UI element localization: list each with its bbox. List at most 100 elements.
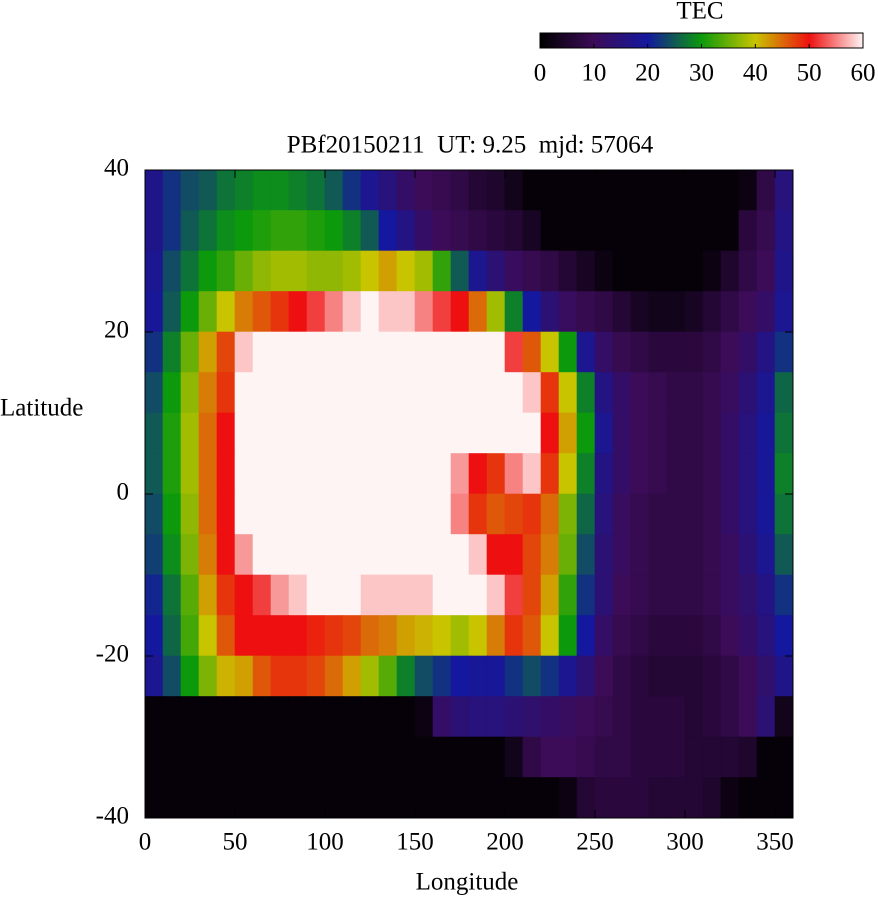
heatmap-cell (540, 291, 560, 333)
heatmap-cell (414, 615, 434, 657)
heatmap-cell (684, 412, 704, 454)
heatmap-cell (648, 493, 668, 535)
heatmap-cell (450, 250, 470, 292)
heatmap-cell (396, 210, 416, 252)
heatmap-cell (648, 615, 668, 657)
heatmap-cell (648, 777, 668, 819)
heatmap-cell (630, 736, 650, 778)
heatmap-cell (594, 250, 614, 292)
heatmap-cell (648, 574, 668, 616)
heatmap-cell (558, 534, 578, 576)
heatmap-cell (540, 412, 560, 454)
heatmap-cell (342, 250, 362, 292)
heatmap-cell (630, 777, 650, 819)
heatmap-cell (180, 412, 200, 454)
heatmap-cell (378, 615, 398, 657)
heatmap-cell (342, 331, 362, 373)
heatmap-cell (234, 331, 254, 373)
heatmap-cell (504, 534, 524, 576)
heatmap-cell (180, 372, 200, 414)
heatmap-cell (432, 615, 452, 657)
heatmap-cell (396, 493, 416, 535)
heatmap-cell (162, 372, 182, 414)
heatmap-cell (468, 453, 488, 495)
heatmap-cell (540, 210, 560, 252)
heatmap-cell (378, 169, 398, 211)
heatmap-cell (450, 331, 470, 373)
heatmap-cell (270, 777, 290, 819)
heatmap-cell (702, 493, 722, 535)
heatmap-cell (324, 574, 344, 616)
heatmap-cell (738, 453, 758, 495)
heatmap-cell (180, 291, 200, 333)
heatmap-cell (504, 210, 524, 252)
heatmap-cell (558, 412, 578, 454)
heatmap-cell (360, 412, 380, 454)
heatmap-cell (234, 250, 254, 292)
heatmap-cell (270, 412, 290, 454)
heatmap-cell (612, 534, 632, 576)
heatmap-cell (702, 696, 722, 738)
heatmap-cell (468, 493, 488, 535)
heatmap-cell (540, 331, 560, 373)
heatmap-cell (180, 493, 200, 535)
heatmap-cell (450, 655, 470, 697)
heatmap-cell (648, 696, 668, 738)
heatmap-cell (612, 169, 632, 211)
heatmap-cell (360, 250, 380, 292)
heatmap-cell (738, 250, 758, 292)
heatmap-cell (504, 615, 524, 657)
heatmap-cell (666, 493, 686, 535)
heatmap-cell (162, 493, 182, 535)
heatmap-cell (558, 493, 578, 535)
heatmap-cell (414, 372, 434, 414)
heatmap-cell (144, 291, 164, 333)
heatmap-cell (630, 534, 650, 576)
heatmap-cell (378, 210, 398, 252)
heatmap-cell (666, 777, 686, 819)
heatmap-cell (486, 331, 506, 373)
heatmap-cell (324, 372, 344, 414)
heatmap-cell (576, 169, 596, 211)
colorbar-tick-label: 10 (581, 60, 606, 87)
heatmap-cell (666, 574, 686, 616)
heatmap-cell (414, 453, 434, 495)
heatmap-cell (162, 250, 182, 292)
heatmap-cell (540, 574, 560, 616)
heatmap-cell (234, 615, 254, 657)
heatmap-cell (774, 210, 794, 252)
heatmap-cell (378, 655, 398, 697)
heatmap-cell (486, 655, 506, 697)
heatmap-cell (378, 331, 398, 373)
heatmap-cell (702, 777, 722, 819)
heatmap-cell (342, 696, 362, 738)
heatmap-cell (594, 615, 614, 657)
heatmap-cell (756, 291, 776, 333)
heatmap-cell (486, 412, 506, 454)
heatmap-cell (522, 250, 542, 292)
heatmap-cell (216, 777, 236, 819)
heatmap-cell (216, 534, 236, 576)
heatmap-cell (702, 453, 722, 495)
heatmap-cell (450, 291, 470, 333)
heatmap-cell (270, 655, 290, 697)
heatmap-cell (468, 412, 488, 454)
heatmap-cell (504, 574, 524, 616)
heatmap-cell (666, 250, 686, 292)
heatmap-cell (630, 615, 650, 657)
heatmap-cell (342, 777, 362, 819)
colorbar-tick-label: 30 (689, 60, 714, 87)
colorbar-tick-label: 50 (797, 60, 822, 87)
heatmap-cell (162, 291, 182, 333)
heatmap-cell (342, 574, 362, 616)
heatmap-cell (234, 453, 254, 495)
heatmap-cell (594, 291, 614, 333)
heatmap-cell (594, 696, 614, 738)
heatmap-cell (432, 777, 452, 819)
heatmap-cell (738, 574, 758, 616)
heatmap-cell (396, 453, 416, 495)
heatmap-cell (738, 696, 758, 738)
heatmap-cell (270, 493, 290, 535)
heatmap-cell (432, 736, 452, 778)
heatmap-cell (378, 534, 398, 576)
